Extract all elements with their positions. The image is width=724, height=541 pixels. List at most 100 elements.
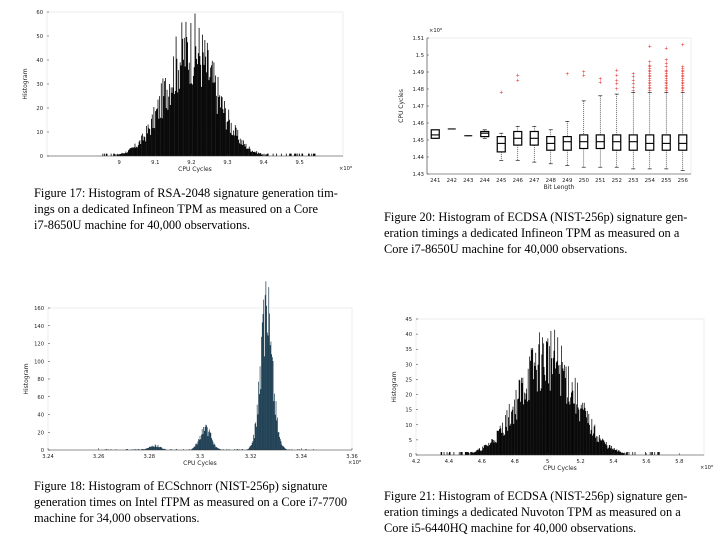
x-tick-label: 5.6 (642, 459, 650, 465)
box-outlier: + (664, 78, 668, 84)
box-outlier: + (499, 90, 503, 96)
x-tick-label: 9 (118, 160, 121, 166)
histogram-bars (102, 13, 316, 156)
y-tick-label: 20 (37, 430, 44, 436)
box-outlier: + (648, 80, 652, 86)
y-tick-label: 30 (405, 362, 412, 368)
box-iqr (562, 135, 572, 151)
x-tick-label: 250 (579, 178, 590, 184)
fig21-caption: Figure 21: Histogram of ECDSA (NIST-256p… (384, 488, 719, 536)
y-tick-label: 1.49 (412, 70, 424, 76)
box-outlier: + (681, 68, 685, 74)
fig20-caption-line: Core i7-8650U machine for 40,000 observa… (384, 242, 628, 256)
x-tick-label: 252 (612, 178, 622, 184)
box-outlier: + (664, 71, 668, 77)
y-tick-label: 0 (40, 154, 43, 160)
box-outlier: + (664, 82, 668, 88)
fig18-caption-line: generation times on Intel fTPM as measur… (34, 495, 348, 509)
box-outlier: + (631, 71, 635, 77)
y-tick-label: 20 (405, 393, 412, 399)
y-tick-label: 1.43 (412, 172, 424, 178)
y-tick-label: 1.48 (412, 87, 424, 93)
y-tick-label: 40 (37, 413, 44, 419)
fig21-svg: 4.2 4.4 4.6 4.8 5 5.2 5.4 5.6 5.8 0 5 10 15 20 25 30 35 4… (391, 317, 713, 472)
x-tick-label: 4.2 (412, 459, 420, 465)
box-outlier: + (648, 59, 652, 65)
box-outlier: + (648, 65, 652, 71)
fig18-caption: Figure 18: Histogram of ECSchnorr (NIST-… (34, 478, 374, 526)
x-tick-label: 9.4 (259, 160, 268, 166)
x-tick-label: 3.34 (296, 454, 308, 460)
x-tick-label: 3.3 (196, 454, 204, 460)
box-outlier: + (648, 71, 652, 77)
y-axis-label: Histogram (23, 363, 30, 394)
box-outlier: + (681, 78, 685, 84)
fig18-svg: 3.24 3.26 3.28 3.3 3.32 3.34 3.36 0 20 40 60 80 100 1… (23, 281, 361, 467)
fig20-caption-line: Figure 20: Histogram of ECDSA (NIST-256p… (384, 210, 688, 224)
box-outlier: + (516, 78, 520, 84)
box-outlier: + (681, 42, 685, 48)
box-outlier: + (631, 78, 635, 84)
x-axis-label: CPU Cycles (183, 460, 217, 467)
box-outlier: + (615, 87, 619, 93)
fig17-svg: 9 9.1 9.2 9.3 9.4 9.5 0 10 20 30 40 50 60 CPU Cycles ×… (22, 10, 352, 173)
box-outlier: + (516, 73, 520, 79)
box-iqr (678, 134, 688, 151)
box-outlier: + (598, 76, 602, 82)
x-multiplier: ×10⁸ (700, 465, 713, 471)
box-outlier: + (648, 87, 652, 93)
x-tick-label: 9.2 (187, 160, 195, 166)
histogram-bars (104, 281, 314, 450)
box-outlier: + (664, 85, 668, 91)
x-tick-label: 241 (430, 178, 440, 184)
y-tick-label: 1.51 (412, 36, 424, 42)
fig21-caption-line: eration timings a dedicated Nuvoton TPM … (384, 505, 681, 519)
y-tick-label: 1.45 (412, 138, 424, 144)
box-outlier: + (648, 85, 652, 91)
x-tick-label: 9.3 (223, 160, 231, 166)
box-iqr (628, 134, 638, 151)
box-outlier: + (664, 61, 668, 67)
y-tick-label: 0 (409, 453, 412, 459)
y-tick-label: 20 (36, 106, 43, 112)
box-outlier: + (648, 75, 652, 81)
box-outlier: + (681, 65, 685, 71)
box-outlier: + (664, 88, 668, 94)
fig21-caption-line: Core i5-6440HQ machine for 40,000 observ… (384, 521, 637, 535)
box-outlier: + (681, 73, 685, 79)
box-outlier: + (664, 65, 668, 71)
box-outlier: + (681, 71, 685, 77)
box-outlier: + (664, 70, 668, 76)
y-tick-label: 10 (405, 423, 412, 429)
box-outlier: + (648, 83, 652, 89)
fig20-caption-line: eration timings a dedicated Infineon TPM… (384, 226, 680, 240)
y-tick-label: 10 (36, 130, 43, 136)
box-outlier: + (681, 82, 685, 88)
x-tick-label: 245 (496, 178, 506, 184)
box-outlier: + (664, 75, 668, 81)
y-tick-label: 35 (405, 347, 412, 353)
fig18-caption-line: machine for 34,000 observations. (34, 511, 200, 525)
box-outlier: + (648, 70, 652, 76)
box-outlier: + (648, 63, 652, 69)
box-outlier: + (648, 82, 652, 88)
x-tick-label: 5 (546, 459, 549, 465)
box-outlier: + (664, 73, 668, 79)
box-outlier: + (631, 75, 635, 81)
y-tick-label: 100 (34, 359, 44, 365)
y-tick-label: 60 (37, 395, 44, 401)
box-iqr (480, 130, 490, 138)
box-outlier: + (681, 76, 685, 82)
y-tick-label: 1.5 (416, 53, 424, 59)
x-tick-label: 4.6 (478, 459, 486, 465)
x-tick-label: 5.4 (609, 459, 618, 465)
x-tick-label: 254 (645, 178, 656, 184)
x-multiplier: ×10⁸ (348, 460, 361, 466)
fig17-caption-line: i7-8650U machine for 40,000 observations… (34, 218, 251, 232)
box-outlier: + (664, 87, 668, 93)
box-outlier: + (648, 68, 652, 74)
box-outlier: + (681, 80, 685, 86)
x-tick-label: 246 (513, 178, 524, 184)
y-axis-label: Histogram (22, 68, 29, 99)
y-tick-label: 5 (409, 438, 412, 444)
